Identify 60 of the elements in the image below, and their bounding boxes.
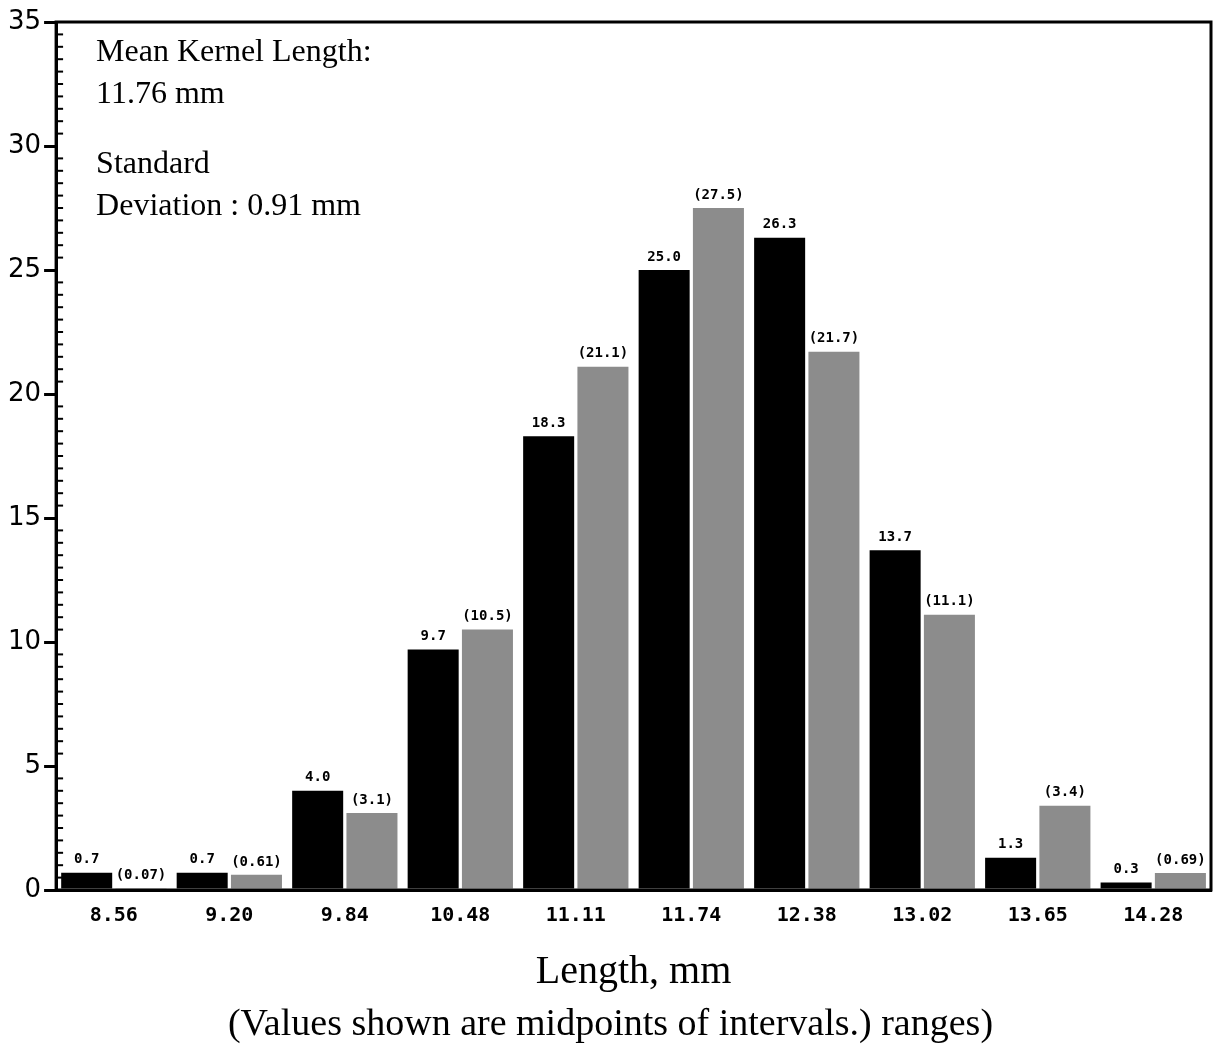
x-tick-label: 9.20 <box>205 902 254 927</box>
annotation: Mean Kernel Length: 11.76 mm <box>96 32 372 111</box>
bar <box>692 208 744 889</box>
data-label: 1.3 <box>997 835 1024 852</box>
y-tick-label: 10 <box>7 624 42 655</box>
y-tick-label: 35 <box>7 4 42 35</box>
data-label: (21.1) <box>577 344 629 361</box>
data-label: 0.3 <box>1113 860 1139 877</box>
data-label: (21.7) <box>808 329 860 346</box>
x-axis-title: Length, mm <box>535 946 732 992</box>
data-label: 25.0 <box>647 247 682 264</box>
y-tick-label: 25 <box>7 252 42 283</box>
bar <box>292 790 344 889</box>
x-tick-label: 13.65 <box>1007 902 1068 927</box>
data-label: (0.07) <box>115 865 167 882</box>
data-label: 0.7 <box>74 850 100 867</box>
y-tick-label: 30 <box>7 128 42 159</box>
data-label: (3.1) <box>350 790 394 807</box>
x-tick-label: 11.74 <box>661 902 722 927</box>
data-label: (0.69) <box>1155 850 1206 867</box>
data-label: 13.7 <box>878 527 912 544</box>
bar <box>638 270 690 889</box>
bar <box>1100 882 1152 889</box>
data-label: 9.7 <box>420 627 446 644</box>
data-label: (27.5) <box>693 185 744 202</box>
bar <box>176 872 228 889</box>
bar <box>461 629 513 889</box>
data-label: 4.0 <box>305 768 331 785</box>
x-tick-label: 13.02 <box>892 902 953 927</box>
bar <box>230 874 282 889</box>
bar <box>869 550 921 889</box>
x-tick-label: 12.38 <box>776 902 837 927</box>
data-label: 26.3 <box>762 215 797 232</box>
bar <box>923 614 975 889</box>
bar <box>407 649 459 889</box>
x-tick-label: 8.56 <box>89 902 138 927</box>
y-tick-label: 20 <box>7 376 42 407</box>
data-label: 0.7 <box>189 850 215 867</box>
y-tick-label: 5 <box>24 748 42 779</box>
data-label: (10.5) <box>462 607 513 624</box>
bar <box>754 237 806 889</box>
bar <box>346 813 398 889</box>
x-tick-label: 11.11 <box>545 902 606 927</box>
text: (Values shown are midpoints of intervals.) ranges) <box>226 1000 995 1044</box>
x-tick-label: 10.48 <box>430 902 491 927</box>
bar <box>1039 805 1091 889</box>
bar <box>523 436 575 889</box>
data-label: 18.3 <box>531 413 566 430</box>
annotation: Standard Deviation : 0.91 mm <box>96 144 362 223</box>
x-tick-label: 9.84 <box>320 902 369 927</box>
data-label: (11.1) <box>924 592 975 609</box>
bar <box>577 366 629 889</box>
bar <box>808 351 860 889</box>
data-label: (0.61) <box>231 852 282 869</box>
bar <box>985 857 1037 889</box>
x-tick-label: 14.28 <box>1123 902 1184 927</box>
y-tick-label: 0 <box>24 872 42 903</box>
data-label: (3.4) <box>1043 783 1086 800</box>
y-tick-label: 15 <box>7 500 42 531</box>
bar <box>1154 872 1206 889</box>
